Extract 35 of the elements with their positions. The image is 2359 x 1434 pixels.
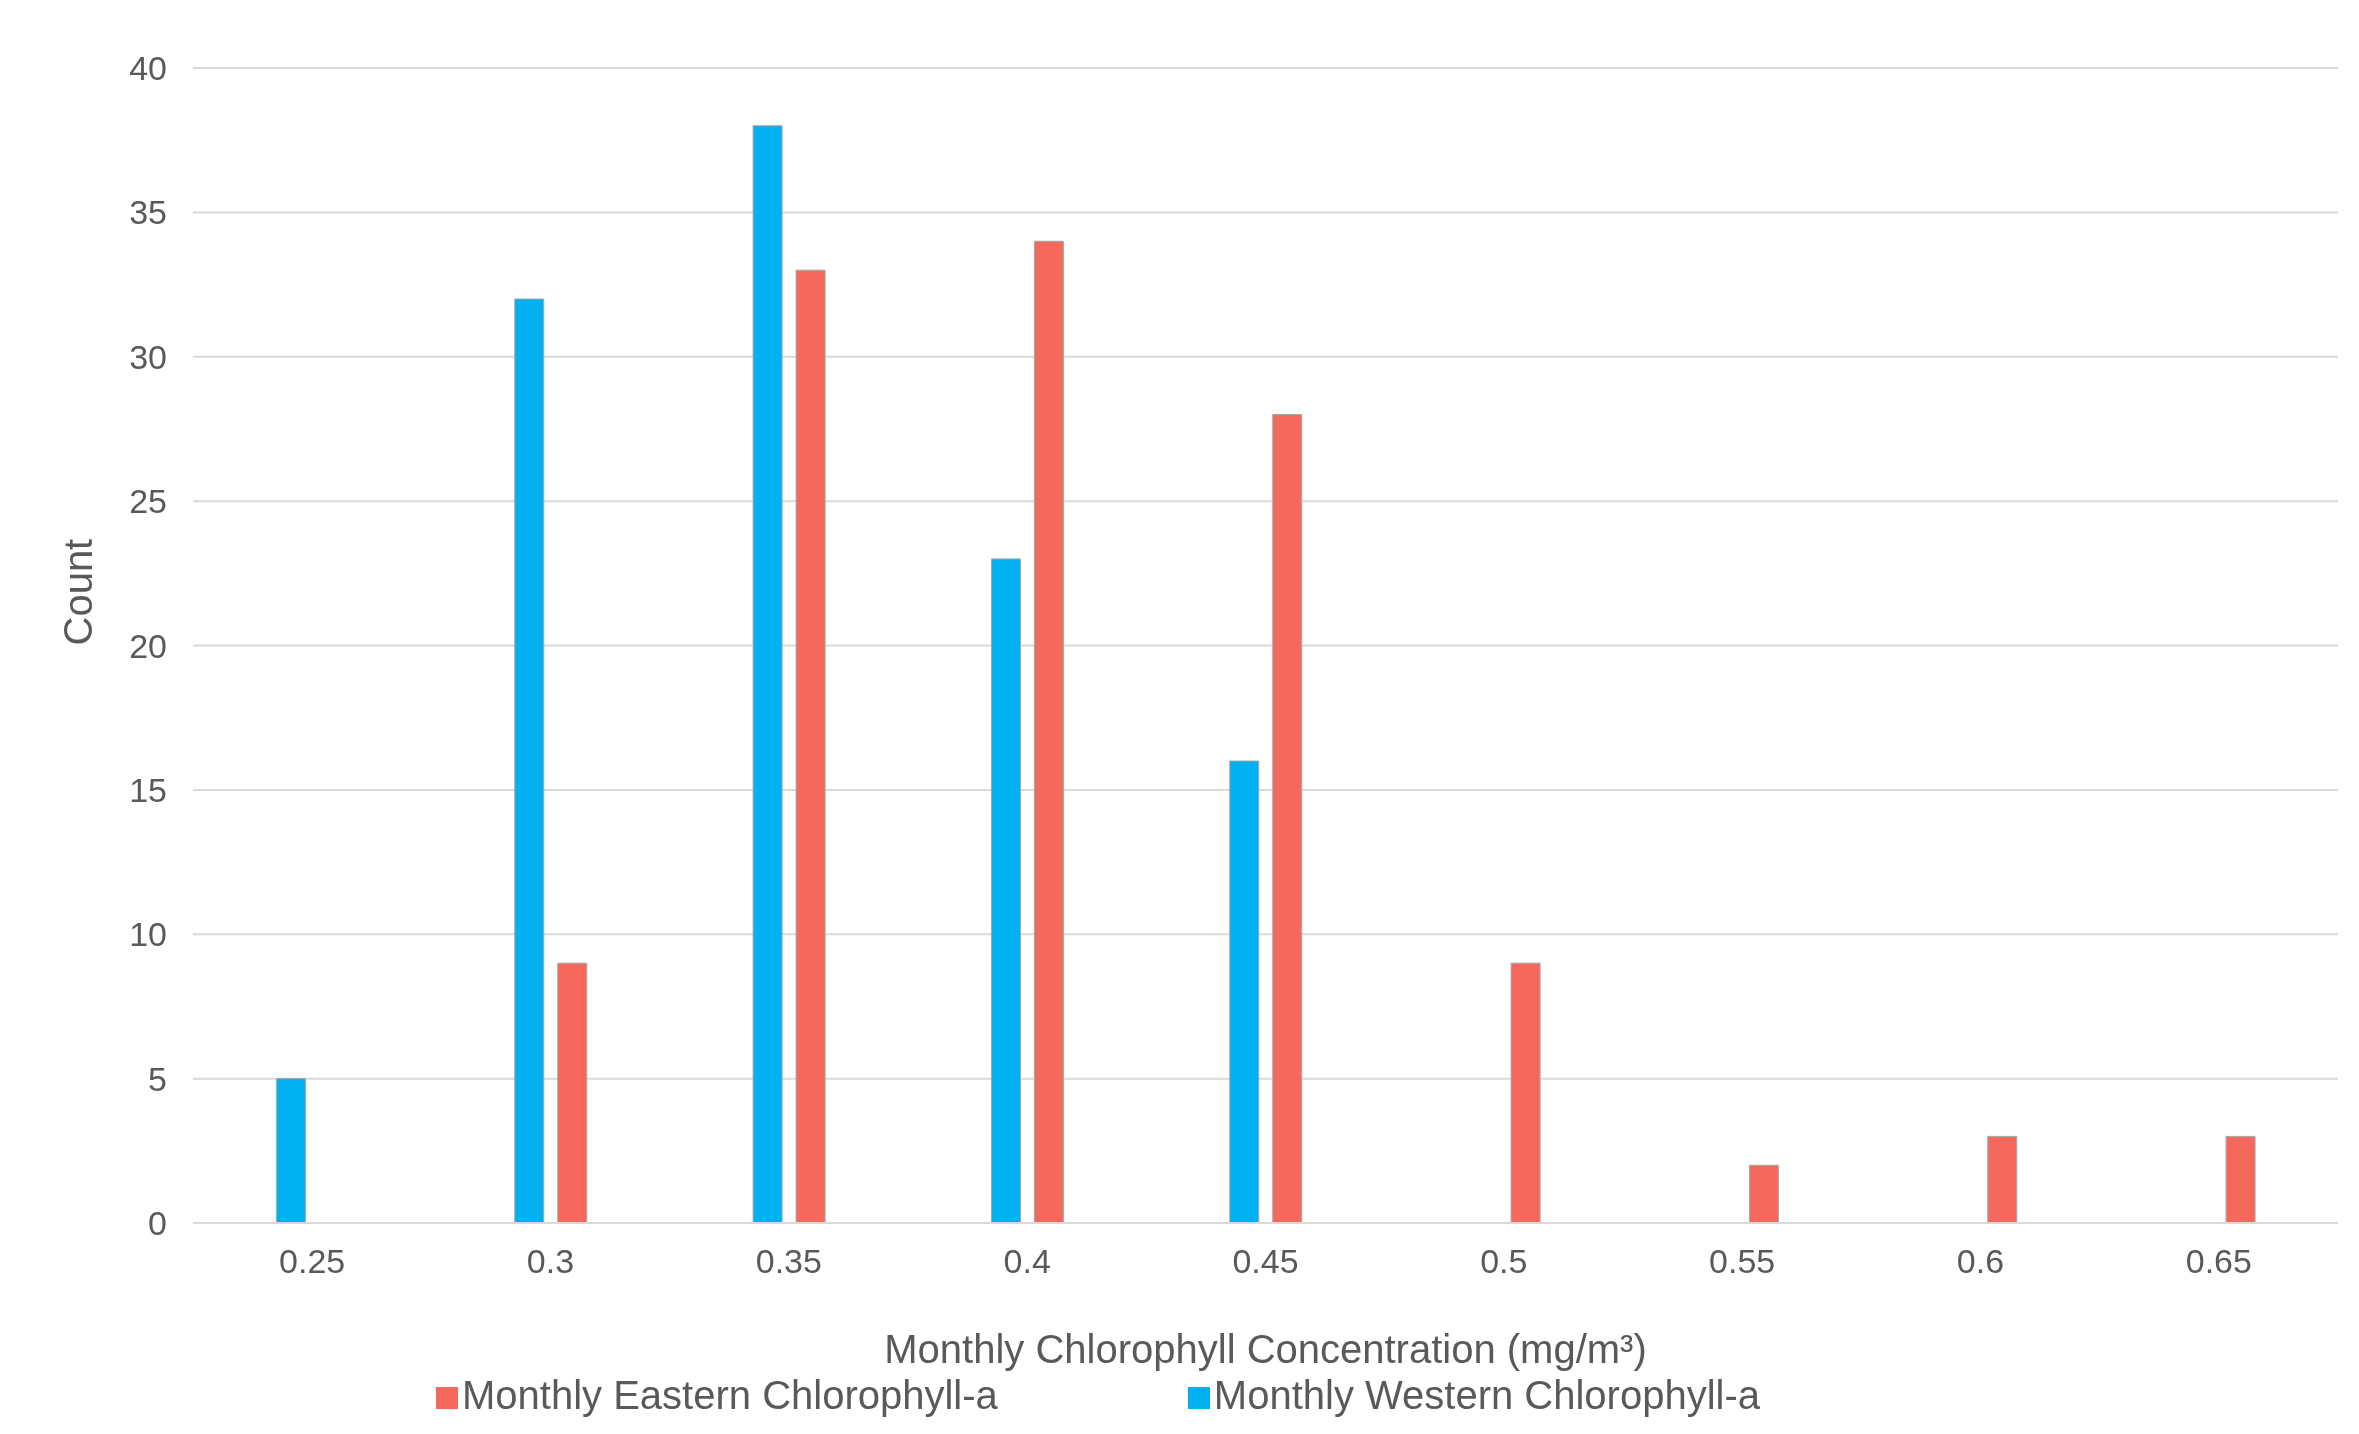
y-tick-label: 20 — [129, 626, 167, 665]
x-tick-label: 0.5 — [1480, 1242, 1528, 1281]
bar — [557, 962, 588, 1223]
legend-label: Monthly Western Chlorophyll-a — [1213, 1373, 1760, 1417]
x-tick-label: 0.25 — [279, 1242, 346, 1281]
x-tick-label: 0.3 — [526, 1242, 575, 1281]
y-axis-title: Count — [56, 538, 101, 646]
x-tick-label: 0.35 — [755, 1242, 822, 1281]
bar — [514, 298, 545, 1223]
y-tick-label: 5 — [148, 1059, 167, 1098]
bar — [1033, 240, 1064, 1223]
x-tick-label: 0.6 — [1956, 1242, 2005, 1281]
y-tick-label: 30 — [129, 337, 167, 376]
y-tick-label: 35 — [129, 193, 167, 232]
y-tick-label: 10 — [129, 915, 167, 954]
bar — [1229, 760, 1260, 1223]
legend-label: Monthly Eastern Chlorophyll-a — [462, 1373, 998, 1417]
bar — [1748, 1164, 1779, 1223]
y-tick-label: 15 — [129, 770, 167, 809]
bar — [275, 1078, 306, 1223]
x-tick-label: 0.55 — [1709, 1242, 1776, 1281]
bar — [795, 269, 826, 1223]
y-tick-label: 40 — [129, 49, 167, 88]
x-axis-title: Monthly Chlorophyll Concentration (mg/m³) — [884, 1327, 1647, 1371]
bar — [752, 125, 783, 1223]
x-tick-label: 0.4 — [1003, 1242, 1051, 1281]
y-tick-label: 0 — [148, 1204, 167, 1243]
bar — [1987, 1135, 2018, 1223]
bar — [1272, 414, 1303, 1223]
x-tick-label: 0.45 — [1232, 1242, 1299, 1281]
bar — [1510, 962, 1541, 1223]
bar — [2225, 1135, 2256, 1223]
x-tick-label: 0.65 — [2185, 1242, 2252, 1281]
bar — [990, 558, 1021, 1223]
y-tick-label: 25 — [129, 482, 167, 521]
